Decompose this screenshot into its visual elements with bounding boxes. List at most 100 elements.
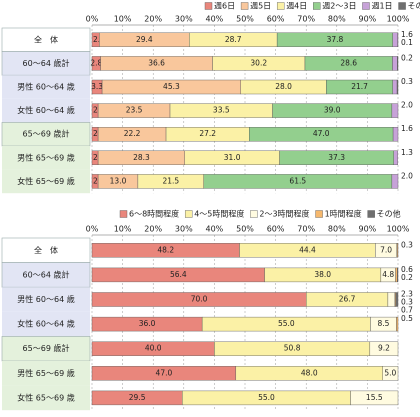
value-label: 50.8	[284, 344, 301, 353]
x-tick-label: 10%	[114, 15, 132, 24]
value-label: 1.6	[401, 30, 413, 39]
value-label: 13.0	[110, 176, 127, 185]
legend-swatch	[240, 2, 249, 10]
value-label: 28.6	[340, 58, 357, 67]
value-label: 0.3	[401, 77, 413, 86]
value-label: 29.4	[136, 35, 153, 44]
value-label: 70.0	[191, 295, 208, 304]
legend-swatch	[204, 2, 213, 10]
legend-swatch	[119, 210, 128, 218]
value-label: 47.0	[156, 368, 173, 377]
value-label: 0.7	[401, 306, 413, 315]
row-label: 65～69 歳計	[23, 129, 70, 139]
value-label: 0.5	[401, 314, 413, 323]
value-label: 48.2	[157, 245, 174, 254]
legend-label: 週2～3日	[322, 2, 356, 11]
x-tick-label: 30%	[175, 225, 193, 234]
value-label: 2.3	[401, 290, 413, 299]
value-label: 38.0	[314, 270, 331, 279]
legend-swatch	[367, 210, 375, 218]
x-tick-label: 20%	[144, 225, 162, 234]
value-label: 39.0	[324, 106, 341, 115]
row-label-bg	[2, 385, 90, 411]
bar-segment	[392, 79, 398, 95]
value-label: 2.0	[401, 171, 413, 180]
value-label: 56.4	[170, 270, 187, 279]
legend-label: 週1日	[371, 2, 392, 11]
bar-segment	[382, 366, 399, 381]
value-label: 28.7	[225, 35, 242, 44]
x-tick-label: 60%	[267, 225, 285, 234]
value-label: 28.3	[133, 153, 150, 162]
row-label-bg	[2, 311, 90, 337]
x-tick-label: 100%	[387, 225, 410, 234]
legend-swatch	[398, 2, 406, 10]
value-label: 7.0	[380, 245, 392, 254]
value-label: 28.0	[275, 82, 292, 91]
bar-segment	[391, 174, 399, 189]
x-tick-label: 70%	[297, 15, 315, 24]
x-tick-label: 80%	[328, 15, 346, 24]
value-label: 61.5	[289, 176, 306, 185]
legend-swatch	[362, 2, 370, 10]
value-label: 30.2	[250, 58, 267, 67]
value-label: 4.8	[382, 270, 394, 279]
row-label-bg	[2, 361, 90, 386]
x-tick-label: 30%	[175, 15, 193, 24]
x-tick-label: 90%	[359, 225, 377, 234]
value-label: 23.5	[126, 106, 143, 115]
bar-segment	[395, 292, 399, 307]
x-tick-label: 60%	[267, 15, 285, 24]
value-label: 21.7	[351, 82, 368, 91]
legend-label: 2～3時間程度	[259, 209, 309, 219]
value-label: 27.2	[199, 129, 216, 138]
value-label: 55.0	[258, 393, 275, 402]
row-label: 全 体	[34, 34, 58, 44]
legend-label: 週4日	[286, 2, 307, 11]
value-label: 0.2	[401, 53, 413, 62]
row-label-bg	[2, 75, 90, 99]
value-label: 37.8	[327, 35, 344, 44]
row-label: 65～69 歳計	[23, 343, 70, 353]
x-tick-label: 80%	[328, 225, 346, 234]
value-label: 1.6	[401, 124, 413, 133]
row-label: 60～64 歳計	[23, 269, 70, 279]
value-label: 2.8	[90, 58, 102, 67]
value-label: 36.6	[148, 58, 165, 67]
row-label: 男性 65～69 歳	[17, 152, 74, 162]
value-label: 8.5	[377, 319, 389, 328]
value-label: 55.0	[278, 319, 295, 328]
bar-segment	[395, 267, 398, 283]
value-label: 33.5	[213, 106, 230, 115]
legend-label: 週5日	[250, 2, 271, 11]
bar-segment	[392, 56, 398, 71]
legend-swatch	[184, 210, 193, 218]
bar-segment	[369, 341, 399, 356]
bar-segment	[396, 316, 399, 332]
bar-segment	[387, 292, 396, 307]
value-label: 0.1	[401, 38, 413, 47]
value-label: 0.2	[401, 273, 413, 282]
value-label: 1.3	[401, 148, 413, 157]
row-label-bg	[1, 262, 91, 288]
value-label: 45.3	[163, 82, 180, 91]
bar-segment	[396, 79, 399, 95]
row-label: 女性 60～64 歳	[17, 105, 74, 115]
value-label: 40.0	[145, 344, 162, 353]
x-tick-label: 40%	[206, 225, 224, 234]
row-label-bg	[2, 287, 90, 312]
row-label: 女性 65～69 歳	[17, 176, 74, 186]
bar-segment	[397, 56, 399, 71]
legend-swatch	[315, 210, 323, 218]
row-label: 女性 65～69 歳	[17, 392, 74, 402]
row-label: 全 体	[34, 245, 58, 255]
legend-label: その他	[377, 209, 401, 219]
row-label-bg	[2, 98, 90, 123]
value-label: 2.0	[401, 101, 413, 110]
x-tick-label: 10%	[114, 225, 132, 234]
value-label: 36.0	[139, 319, 156, 328]
value-label: 47.0	[313, 129, 330, 138]
value-label: 37.3	[328, 153, 345, 162]
value-label: 21.5	[162, 176, 179, 185]
